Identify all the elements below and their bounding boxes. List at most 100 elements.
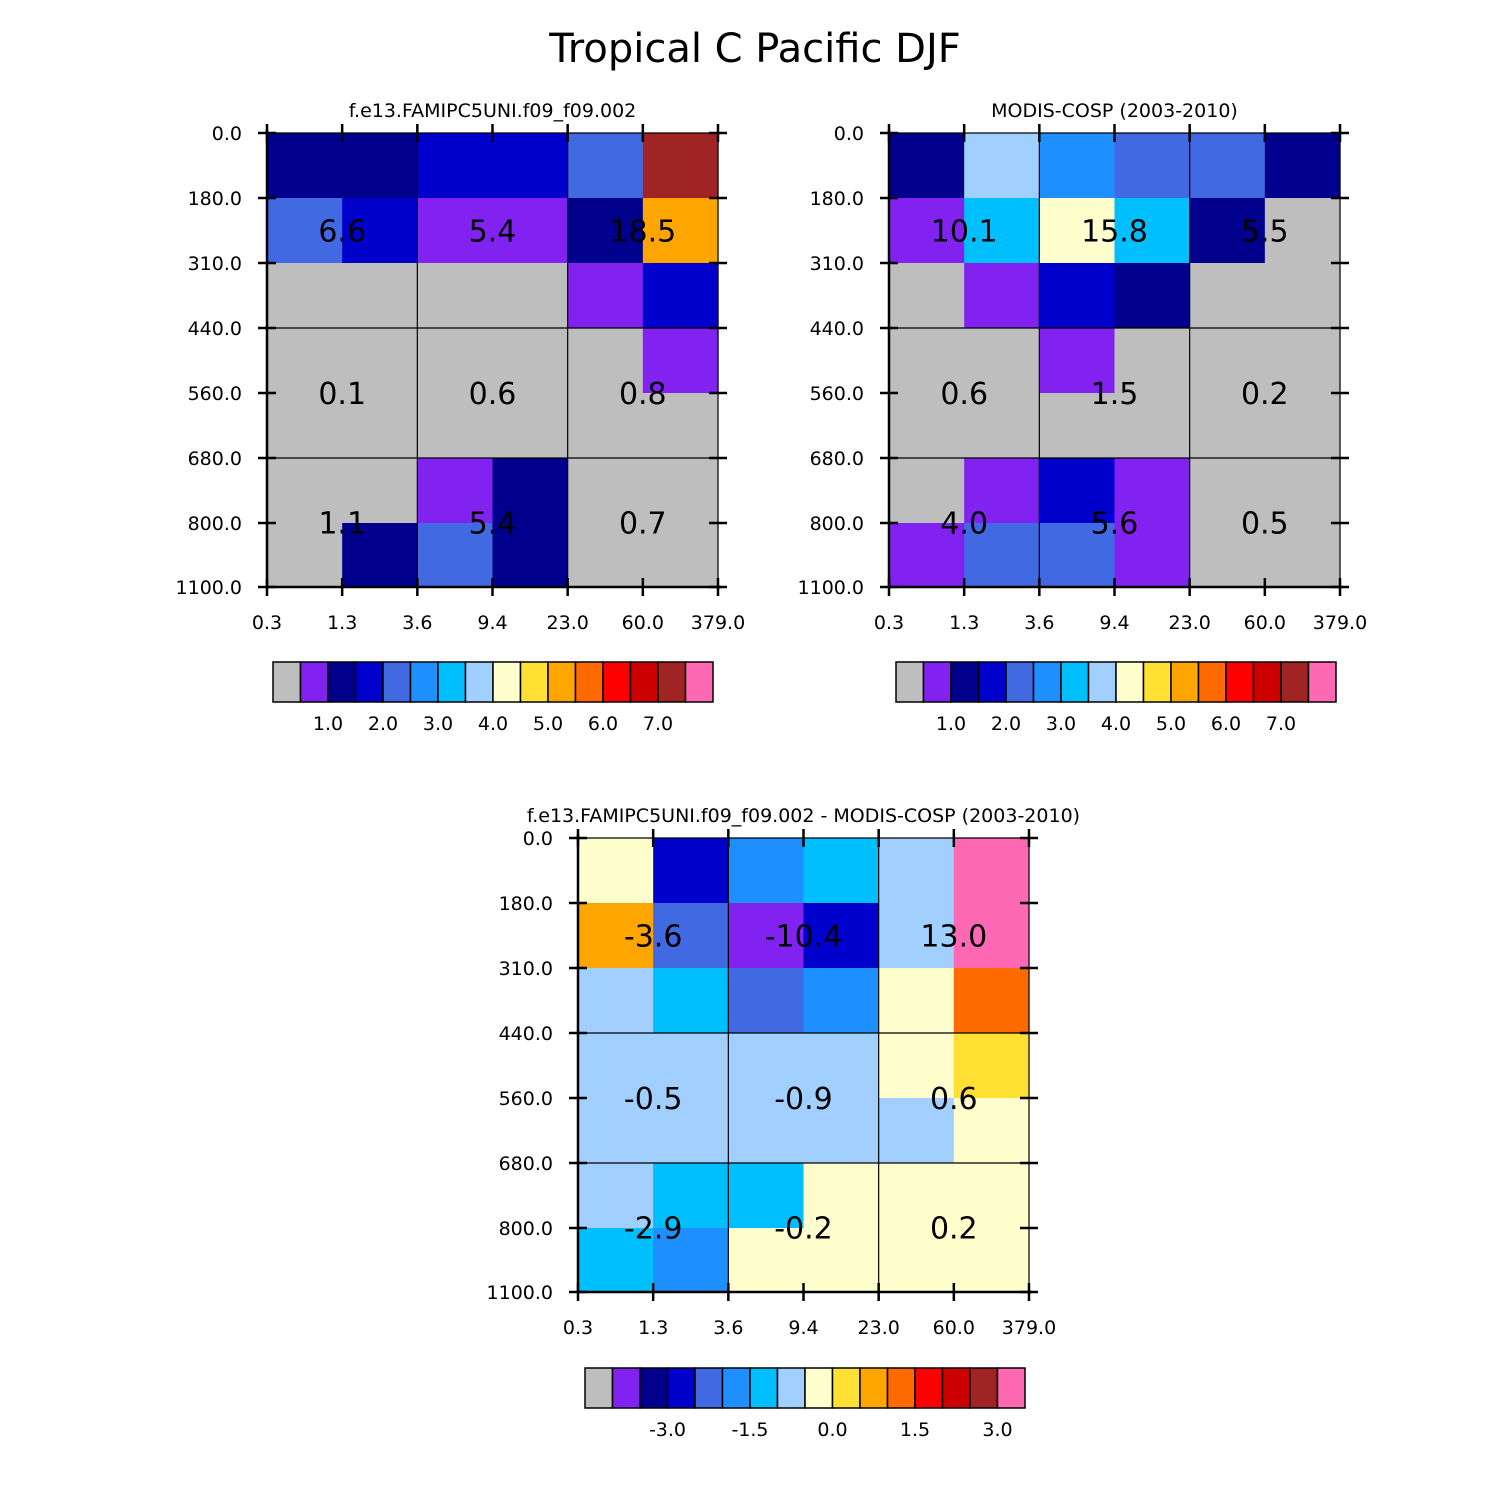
- colorbar: 1.0 2.0 3.0 4.0 5.0 6.0 7.0: [895, 661, 1337, 735]
- colorbar-swatch: [996, 1367, 1026, 1409]
- heatmap-cell: [878, 1163, 955, 1229]
- colorbar-swatch: [1197, 661, 1227, 703]
- colorbar-swatch: [1252, 661, 1282, 703]
- colorbar-swatch: [382, 661, 412, 703]
- box-value-label: 5.5: [1241, 215, 1289, 250]
- heatmap-cell: [1039, 523, 1116, 588]
- box-value-label: -0.2: [774, 1212, 833, 1247]
- y-tick-label: 560.0: [810, 383, 864, 405]
- heatmap-cell: [653, 903, 729, 969]
- heatmap-cell: [803, 968, 880, 1034]
- y-tick-label: 180.0: [499, 893, 553, 915]
- heatmap-cell: [1264, 328, 1341, 394]
- y-tick-label: 0.0: [834, 123, 864, 145]
- y-tick-label: 680.0: [499, 1153, 553, 1175]
- y-tick-label: 1100.0: [487, 1282, 553, 1304]
- colorbar-swatch: [922, 661, 952, 703]
- colorbar-swatch: [977, 661, 1007, 703]
- box-value-label: -10.4: [765, 920, 843, 955]
- colorbar-label: 5.0: [1156, 713, 1186, 735]
- x-tick-label: 379.0: [1313, 612, 1367, 634]
- y-tick-label: 310.0: [499, 958, 553, 980]
- heatmap-cell: [1039, 458, 1116, 524]
- x-tick-label: 9.4: [1099, 612, 1129, 634]
- heatmap-cell: [728, 968, 805, 1034]
- heatmap-cell: [964, 523, 1040, 588]
- colorbar-swatch: [1087, 661, 1117, 703]
- heatmap-cell: [492, 393, 569, 459]
- heatmap-cell: [642, 263, 719, 329]
- heatmap-cell: [964, 458, 1040, 524]
- box-value-label: 15.8: [1081, 215, 1148, 250]
- colorbar-swatch: [354, 661, 384, 703]
- heatmap-cell: [342, 458, 418, 524]
- box-value-label: 1.1: [318, 507, 366, 542]
- heatmap-cell: [342, 198, 418, 264]
- x-tick-label: 3.6: [402, 612, 432, 634]
- colorbar-label: 5.0: [533, 713, 563, 735]
- colorbar-label: 3.0: [1046, 713, 1076, 735]
- heatmap-cell: [642, 393, 719, 459]
- heatmap-cell: [417, 133, 494, 199]
- colorbar-swatch: [1142, 661, 1172, 703]
- heatmap-cell: [342, 263, 418, 329]
- heatmap-cell: [578, 968, 654, 1034]
- heatmap-cell: [1114, 393, 1191, 459]
- heatmap-cell: [953, 838, 1030, 904]
- colorbar-label: 7.0: [643, 713, 673, 735]
- heatmap-cell: [1189, 198, 1266, 264]
- colorbar-swatch: [694, 1367, 724, 1409]
- colorbar-swatch: [409, 661, 439, 703]
- y-tick-label: 310.0: [810, 253, 864, 275]
- heatmap-cell: [803, 1163, 880, 1229]
- colorbar-swatch: [464, 661, 494, 703]
- colorbar-swatch: [602, 661, 632, 703]
- box-value-label: 13.0: [920, 920, 987, 955]
- colorbar-swatch: [639, 1367, 669, 1409]
- colorbar-swatch: [1170, 661, 1200, 703]
- colorbar: 1.0 2.0 3.0 4.0 5.0 6.0 7.0: [272, 661, 714, 735]
- box-value-label: 0.7: [619, 507, 667, 542]
- x-tick-label: 0.3: [252, 612, 282, 634]
- colorbar-label: 6.0: [1211, 713, 1241, 735]
- heatmap-cell: [342, 393, 418, 459]
- colorbar-swatch: [584, 1367, 614, 1409]
- heatmap-cell: [653, 1098, 729, 1164]
- heatmap-cell: [878, 838, 955, 904]
- y-tick-label: 680.0: [810, 448, 864, 470]
- colorbar-label: 1.0: [936, 713, 966, 735]
- colorbar-swatch: [859, 1367, 889, 1409]
- colorbar-swatch: [831, 1367, 861, 1409]
- heatmap-cell: [653, 968, 729, 1034]
- heatmap-cell: [878, 968, 955, 1034]
- heatmap-cell: [492, 198, 569, 264]
- heatmap-cell: [567, 393, 644, 459]
- heatmap-cell: [889, 393, 965, 459]
- colorbar-swatch: [886, 1367, 916, 1409]
- colorbar-swatch: [950, 661, 980, 703]
- colorbar-label: 2.0: [991, 713, 1021, 735]
- colorbar-swatch: [804, 1367, 834, 1409]
- colorbar-label: 4.0: [1101, 713, 1131, 735]
- x-tick-label: 1.3: [949, 612, 979, 634]
- box-value-label: 0.6: [940, 377, 988, 412]
- box-value-label: 0.1: [318, 377, 366, 412]
- panels-group: f.e13.FAMIPC5UNI.f09_f09.002 6.6 5.4 18.5 0.…: [176, 100, 1368, 1441]
- colorbar-swatch: [684, 661, 714, 703]
- colorbar-swatch: [657, 661, 687, 703]
- heatmap-cell: [567, 198, 644, 264]
- heatmap-cell: [878, 903, 955, 969]
- heatmap-cell: [953, 1163, 1030, 1229]
- heatmap-cell: [728, 838, 805, 904]
- colorbar-swatch: [895, 661, 925, 703]
- x-tick-label: 1.3: [327, 612, 357, 634]
- box-value-label: 5.4: [469, 507, 517, 542]
- x-tick-label: 379.0: [1002, 1317, 1056, 1339]
- colorbar-label: -3.0: [649, 1419, 686, 1441]
- y-tick-label: 180.0: [810, 188, 864, 210]
- box-value-label: 0.2: [1241, 377, 1289, 412]
- heatmap-cell: [1189, 523, 1266, 588]
- x-tick-label: 23.0: [547, 612, 589, 634]
- heatmap-cell: [1039, 133, 1116, 199]
- heatmap-cell: [1189, 328, 1266, 394]
